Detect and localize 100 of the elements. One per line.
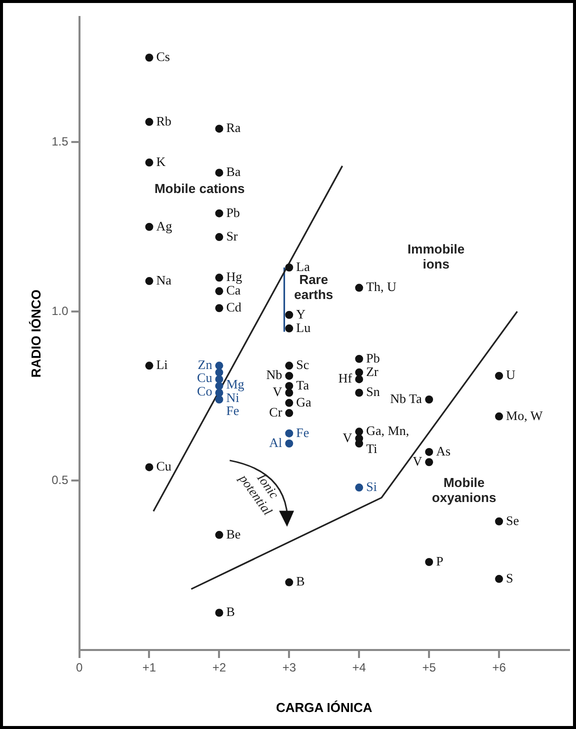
data-label: Ni bbox=[226, 390, 240, 406]
x-axis-title: CARGA IÓNICA bbox=[276, 700, 373, 715]
point bbox=[285, 578, 294, 586]
point bbox=[145, 362, 154, 370]
x-tick-label: +3 bbox=[282, 660, 296, 675]
x-tick-label: 0 bbox=[76, 660, 83, 675]
data-label: U bbox=[506, 367, 516, 382]
data-label: Al bbox=[269, 434, 283, 450]
data-label: Ba bbox=[226, 164, 241, 180]
point bbox=[215, 368, 224, 376]
data-label: Sc bbox=[296, 357, 310, 372]
data-label: Pb bbox=[226, 204, 240, 220]
data-label: Pb bbox=[366, 350, 380, 366]
point bbox=[285, 362, 294, 370]
data-label: La bbox=[296, 258, 310, 274]
data-label: Cu bbox=[156, 458, 172, 474]
point bbox=[355, 354, 364, 363]
point bbox=[285, 429, 294, 438]
data-label: Na bbox=[156, 272, 172, 288]
x-tick-label: +4 bbox=[352, 660, 366, 675]
y-tick-label: 0.5 bbox=[52, 473, 69, 488]
data-label: B bbox=[226, 604, 236, 620]
point bbox=[355, 440, 364, 448]
point bbox=[285, 382, 294, 390]
data-label: Nb Ta bbox=[390, 390, 422, 406]
point bbox=[285, 440, 294, 448]
point bbox=[215, 124, 224, 133]
data-label: Cr bbox=[269, 404, 283, 420]
point bbox=[145, 158, 154, 167]
data-label: Cu bbox=[197, 370, 213, 385]
point bbox=[215, 382, 224, 390]
data-label: V bbox=[342, 430, 353, 445]
point bbox=[145, 118, 154, 126]
annotation: Rare earths bbox=[294, 272, 334, 302]
point bbox=[285, 398, 294, 407]
data-label: Ag bbox=[156, 218, 173, 234]
point bbox=[425, 558, 434, 566]
point bbox=[495, 574, 504, 583]
data-label: V bbox=[412, 454, 423, 469]
point bbox=[425, 396, 434, 404]
data-label: Ga, Mn, bbox=[366, 423, 410, 438]
point bbox=[145, 222, 154, 231]
point bbox=[285, 263, 294, 272]
x-tick-label: +2 bbox=[212, 660, 226, 675]
point bbox=[355, 284, 364, 292]
data-label: Zr bbox=[366, 364, 380, 379]
point bbox=[425, 448, 434, 456]
data-label: Ga bbox=[296, 394, 312, 410]
point bbox=[285, 372, 294, 380]
annotation: Mobile cations bbox=[154, 181, 245, 196]
data-label: Zn bbox=[198, 357, 213, 372]
x-tick-label: +6 bbox=[492, 660, 506, 675]
data-label: Rb bbox=[156, 113, 172, 128]
point bbox=[215, 287, 224, 296]
point bbox=[215, 388, 224, 397]
point bbox=[215, 304, 224, 312]
point bbox=[355, 428, 364, 436]
point bbox=[215, 608, 224, 617]
data-label: Se bbox=[506, 512, 520, 528]
point bbox=[215, 209, 224, 218]
x-tick-label: +1 bbox=[142, 660, 156, 675]
point bbox=[355, 484, 364, 492]
data-label: Si bbox=[366, 478, 378, 494]
annotation: Mobile oxyanions bbox=[432, 474, 496, 505]
point bbox=[215, 168, 224, 177]
point bbox=[215, 396, 224, 404]
data-label: Sr bbox=[226, 228, 238, 244]
y-tick-label: 1.0 bbox=[52, 304, 69, 318]
data-label: P bbox=[436, 553, 444, 568]
data-label: Ta bbox=[296, 377, 310, 392]
data-label: B bbox=[296, 574, 306, 589]
point bbox=[495, 412, 504, 420]
point bbox=[215, 530, 224, 539]
point bbox=[215, 375, 224, 384]
data-label: Th, U bbox=[366, 279, 398, 294]
data-label: Li bbox=[156, 357, 168, 372]
data-label: K bbox=[156, 154, 166, 169]
annotation: Immobile ions bbox=[408, 241, 465, 272]
point bbox=[215, 233, 224, 242]
point bbox=[215, 274, 224, 282]
y-tick-label: 1.5 bbox=[52, 134, 69, 149]
data-label: Cs bbox=[156, 49, 170, 64]
point bbox=[285, 310, 294, 319]
data-label: Ra bbox=[226, 120, 241, 136]
data-label: Nb bbox=[266, 367, 282, 382]
data-label: Cd bbox=[226, 300, 242, 315]
data-label: Ca bbox=[226, 282, 241, 298]
data-label: Co bbox=[197, 383, 212, 398]
point bbox=[355, 368, 364, 376]
data-label: Hg bbox=[226, 269, 243, 284]
point bbox=[145, 463, 154, 472]
point bbox=[215, 362, 224, 370]
data-label: Mo, W bbox=[506, 408, 544, 423]
data-label: Y bbox=[296, 306, 306, 322]
data-label: As bbox=[436, 443, 451, 458]
data-label: Mg bbox=[226, 376, 245, 392]
data-label: Be bbox=[226, 526, 241, 542]
data-label: Fe bbox=[296, 424, 310, 440]
x-tick-label: +5 bbox=[422, 660, 436, 675]
point bbox=[145, 54, 154, 62]
